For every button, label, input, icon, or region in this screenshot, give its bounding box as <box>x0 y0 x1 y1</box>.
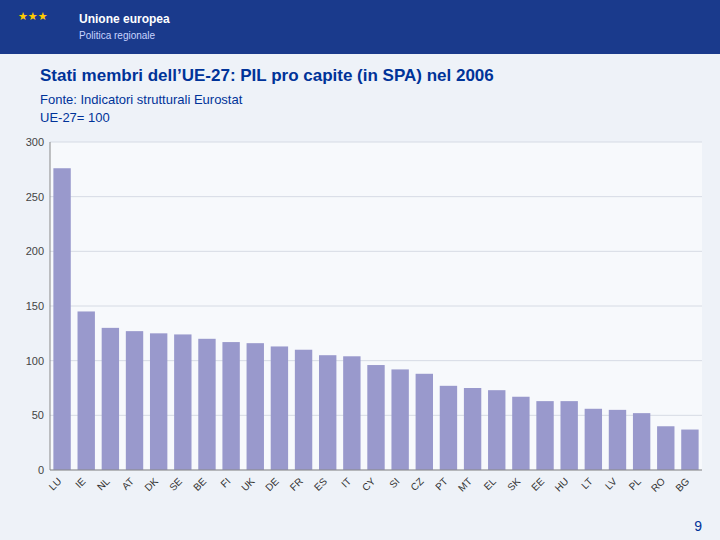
grid-line <box>50 470 702 471</box>
x-tick-label: SI <box>387 476 401 490</box>
grid-line <box>50 306 702 307</box>
y-tick-label: 300 <box>26 136 44 148</box>
bar <box>657 426 674 470</box>
y-tick-label: 250 <box>26 191 44 203</box>
x-tick-label: DE <box>263 475 281 493</box>
bar <box>416 374 433 470</box>
grid-line <box>50 251 702 252</box>
x-tick-label: AT <box>120 476 136 492</box>
x-tick-label: PT <box>433 476 450 493</box>
logo-stars: ★★★ <box>18 10 48 23</box>
x-tick-label: MT <box>456 476 474 494</box>
x-tick-label: LU <box>47 476 64 493</box>
x-tick-label: BG <box>673 475 691 493</box>
x-tick-label: CY <box>360 475 378 493</box>
y-axis <box>50 142 51 470</box>
bar <box>440 386 457 470</box>
bar <box>464 388 481 470</box>
x-tick-label: IE <box>73 475 88 490</box>
chart: 0 50 100 150 200 250 300 LU IE NL AT DK SE BE FI UK DE FR… <box>0 132 720 512</box>
bar <box>222 342 239 470</box>
bar <box>174 334 191 470</box>
bar <box>609 410 626 470</box>
bar <box>367 365 384 470</box>
header-dept: Politica regionale <box>79 30 155 41</box>
bars <box>53 168 698 470</box>
x-axis <box>50 470 702 471</box>
bar <box>53 168 70 470</box>
x-tick-label: UK <box>239 475 257 493</box>
bar <box>319 355 336 470</box>
bar <box>150 333 167 470</box>
x-tick-label: HU <box>553 476 571 494</box>
y-tick-label: 150 <box>26 300 44 312</box>
bar <box>512 397 529 470</box>
y-tick-label: 0 <box>38 464 44 476</box>
x-tick-label: BE <box>191 475 208 492</box>
bar <box>585 409 602 470</box>
x-tick-label: RO <box>649 475 668 494</box>
plot-area <box>50 142 702 470</box>
bar <box>102 328 119 470</box>
x-tick-label: SE <box>167 475 184 492</box>
x-tick-label: LT <box>579 476 595 492</box>
page: {"chart_data": {"type": "bar", "title": … <box>0 0 720 540</box>
subtitle: UE-27= 100 <box>40 110 110 125</box>
bar <box>343 356 360 470</box>
bar <box>536 401 553 470</box>
bar <box>560 401 577 470</box>
bar <box>633 413 650 470</box>
y-tick-label: 200 <box>26 245 44 257</box>
bar <box>295 350 312 470</box>
grid-line <box>50 142 702 143</box>
x-tick-label: LV <box>603 475 619 491</box>
bar <box>391 369 408 470</box>
grid <box>50 142 702 470</box>
x-tick-label: EL <box>482 475 499 492</box>
y-tick-label: 50 <box>32 409 44 421</box>
x-tick-label: CZ <box>408 476 425 493</box>
bar <box>198 339 215 470</box>
grid-line <box>50 196 702 197</box>
header-org: Unione europea <box>79 12 170 26</box>
bar <box>78 311 95 470</box>
x-tick-label: IT <box>339 476 353 490</box>
x-tick-label: ES <box>312 475 329 492</box>
x-tick-label: EE <box>529 475 546 492</box>
x-tick-label: SK <box>505 475 522 492</box>
bar <box>271 346 288 470</box>
subtitle: Fonte: Indicatori strutturali Eurostat <box>40 92 242 107</box>
bar <box>126 331 143 470</box>
bar <box>488 390 505 470</box>
page-number: 9 <box>694 518 702 534</box>
bar <box>247 343 264 470</box>
x-tick-label: DK <box>142 475 160 493</box>
grid-line <box>50 360 702 361</box>
header-bar: ★★★ Unione europea Politica regionale <box>0 0 720 54</box>
y-tick-label: 100 <box>26 355 44 367</box>
x-tick-label: FR <box>288 476 305 493</box>
x-tick-label: NL <box>95 475 112 492</box>
bar <box>681 430 698 470</box>
x-tick-label: PL <box>627 475 644 492</box>
x-tick-label: FI <box>218 476 232 490</box>
title: Stati membri dell’UE-27: PIL pro capite … <box>40 66 690 86</box>
